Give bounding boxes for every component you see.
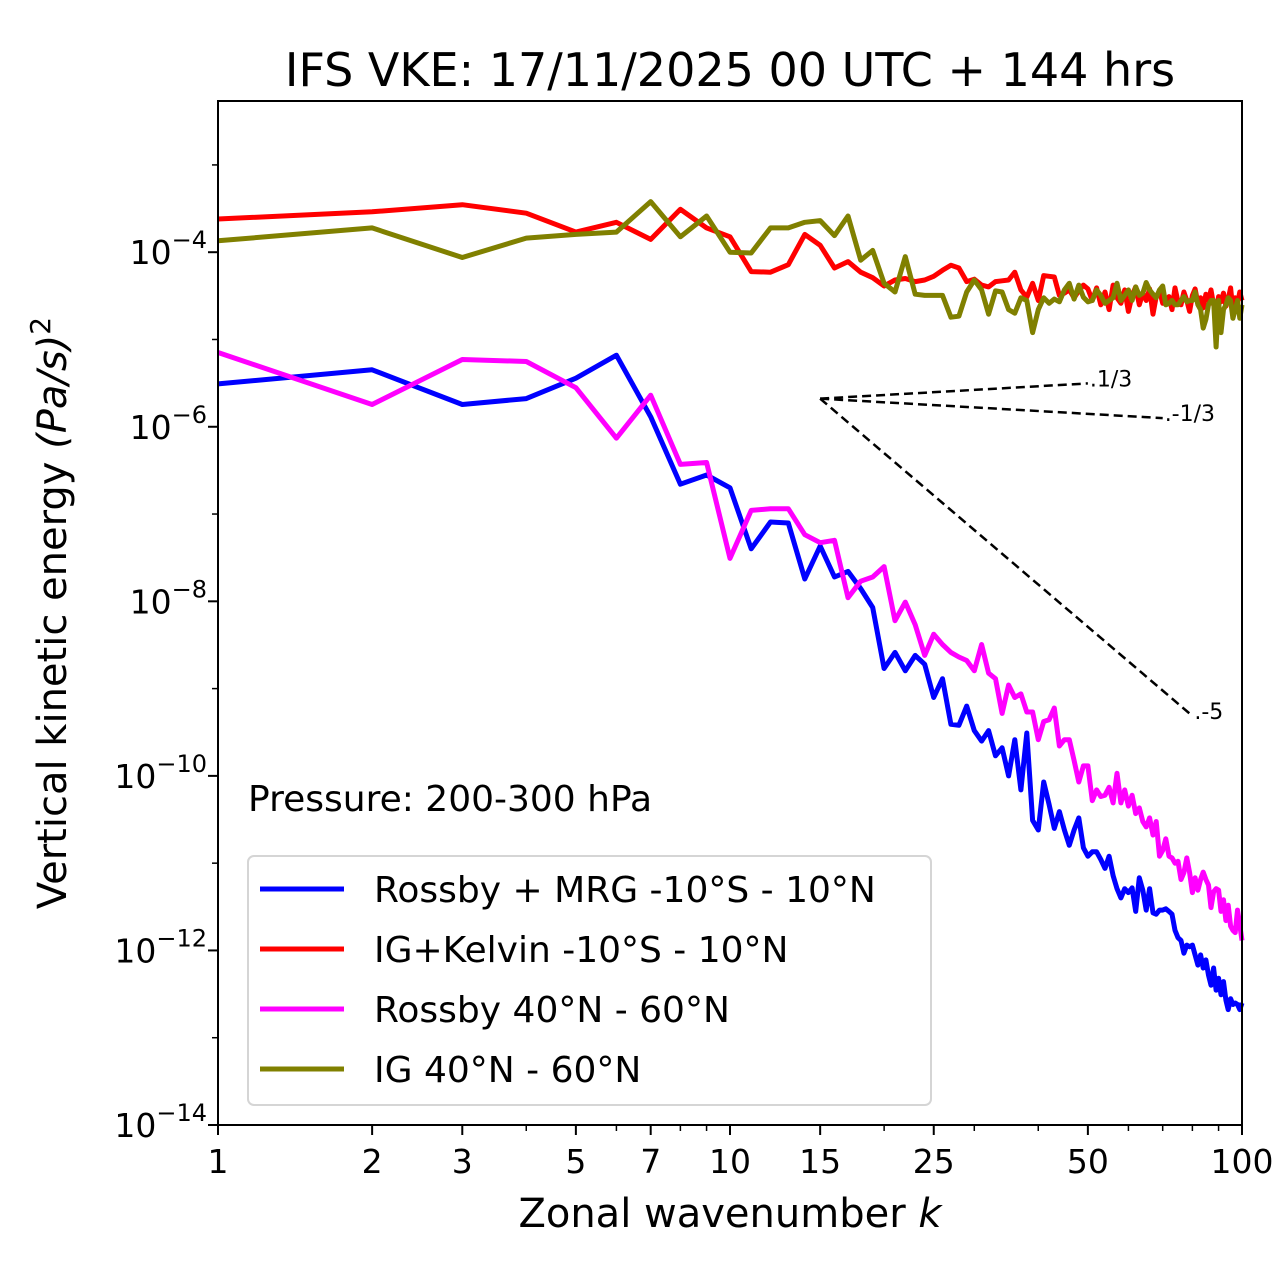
y-tick-label: 10−4: [130, 226, 207, 272]
x-tick-label: 3: [452, 1142, 473, 1181]
chart-title: IFS VKE: 17/11/2025 00 UTC + 144 hrs: [285, 43, 1175, 97]
x-tick-label: 10: [709, 1142, 751, 1181]
x-axis-label-var: k: [918, 1191, 943, 1237]
series-layer: [217, 199, 1245, 1013]
legend: Rossby + MRG -10°S - 10°N IG+Kelvin -10°S…: [247, 855, 932, 1106]
x-axis-label: Zonal wavenumber k: [518, 1191, 943, 1237]
legend-items: Rossby + MRG -10°S - 10°N IG+Kelvin -10°S…: [260, 870, 876, 1091]
y-tick-label: 10−10: [114, 750, 207, 796]
y-tick-label: 10−12: [114, 924, 207, 970]
y-axis-label-exp: 2: [24, 317, 57, 335]
x-tick-label: 25: [913, 1142, 955, 1181]
x-tick-label: 1: [208, 1142, 229, 1181]
legend-item: IG 40°N - 60°N: [260, 1050, 641, 1091]
reference-line-label-0: .1/3: [1090, 367, 1132, 392]
y-tick-label: 10−14: [114, 1099, 207, 1145]
y-tick-label: 10−6: [130, 401, 207, 447]
legend-item: IG+Kelvin -10°S - 10°N: [260, 930, 788, 971]
series-line-3: [217, 199, 1245, 350]
reference-line-label-1: .-1/3: [1165, 402, 1215, 427]
legend-label: Rossby 40°N - 60°N: [374, 990, 730, 1031]
legend-item: Rossby 40°N - 60°N: [260, 990, 730, 1031]
x-tick-label: 50: [1067, 1142, 1109, 1181]
legend-label: IG 40°N - 60°N: [374, 1050, 641, 1091]
series-line-0: [217, 352, 1245, 1013]
y-axis-label-text: Vertical kinetic energy: [30, 449, 76, 909]
x-tick-label: 2: [362, 1142, 383, 1181]
y-tick-label: 10−8: [130, 575, 207, 621]
reference-lines: .1/3 .-1/3 .-5: [819, 367, 1223, 725]
reference-line-2: [819, 397, 1194, 717]
x-axis-ticks: 1 2 3 5 7 10 15 25 50 100: [208, 1125, 1274, 1181]
legend-label: Rossby + MRG -10°S - 10°N: [374, 870, 876, 911]
series-line-1: [217, 202, 1245, 317]
x-tick-label: 7: [640, 1142, 661, 1181]
y-axis-label-unit: (Pa/s): [30, 335, 76, 449]
x-tick-label: 5: [565, 1142, 586, 1181]
x-tick-label: 15: [799, 1142, 841, 1181]
legend-label: IG+Kelvin -10°S - 10°N: [374, 930, 788, 971]
pressure-annotation: Pressure: 200-300 hPa: [248, 779, 652, 820]
y-axis-label: Vertical kinetic energy (Pa/s)2: [24, 317, 76, 909]
reference-line-1: [820, 397, 1163, 420]
legend-item: Rossby + MRG -10°S - 10°N: [260, 870, 876, 911]
y-axis-ticks: 10−4 10−6 10−8 10−10 10−12 10−14: [114, 164, 218, 1145]
legend-box: [247, 855, 932, 1106]
x-axis-label-text: Zonal wavenumber: [518, 1191, 918, 1237]
series-line-2: [217, 350, 1245, 941]
reference-line-0: [820, 382, 1088, 400]
reference-line-label-2: .-5: [1194, 700, 1223, 725]
x-tick-label: 100: [1211, 1142, 1274, 1181]
